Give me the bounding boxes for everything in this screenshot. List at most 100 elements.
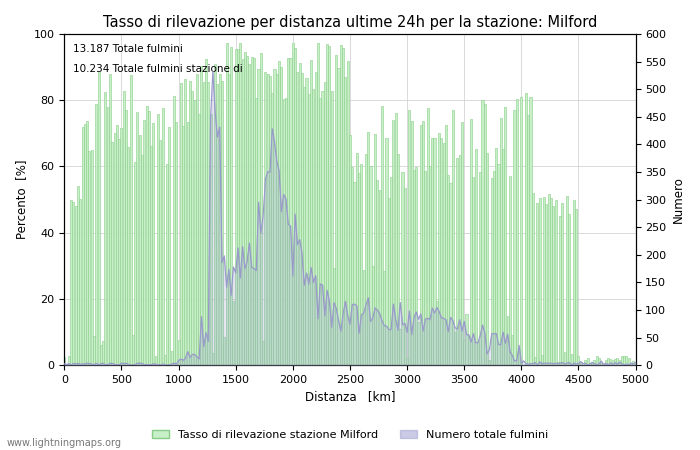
Bar [301,73,303,365]
Bar [303,87,305,365]
Bar [447,175,449,365]
Bar [223,337,225,365]
Bar [319,98,321,365]
Bar [435,301,438,365]
Bar [406,358,408,365]
Bar [360,164,363,365]
Bar [230,48,232,365]
Bar [390,177,392,365]
Bar [368,131,369,365]
Bar [466,314,468,365]
Bar [278,61,280,365]
Bar [491,178,493,365]
Bar [308,94,310,365]
Bar [79,199,81,365]
Bar [559,216,561,365]
Bar [136,112,139,365]
Bar [411,122,413,365]
Bar [258,69,260,365]
Bar [603,363,605,365]
Bar [84,124,86,365]
Bar [594,360,596,365]
Bar [482,99,484,365]
Bar [402,172,403,365]
Bar [267,74,269,365]
Bar [541,355,543,365]
Bar [209,114,211,365]
Bar [86,121,88,365]
Bar [520,98,522,365]
Text: www.lightningmaps.org: www.lightningmaps.org [7,438,122,448]
Bar [534,357,536,365]
Bar [388,198,390,365]
Bar [621,356,623,365]
Bar [502,149,504,365]
Bar [116,125,118,365]
Bar [251,58,253,365]
Bar [294,48,296,365]
Bar [200,67,202,365]
Bar [424,171,426,365]
Bar [635,362,636,365]
Bar [370,166,372,365]
Bar [354,182,356,365]
Bar [118,139,120,365]
Bar [248,64,251,365]
Bar [408,110,410,365]
Bar [342,48,344,365]
Bar [125,110,127,365]
Bar [127,147,130,365]
Bar [449,183,452,365]
Bar [173,96,175,365]
Bar [538,198,540,365]
Bar [310,60,312,365]
Bar [153,123,155,365]
Bar [564,352,566,365]
Bar [458,155,461,365]
Bar [340,45,342,365]
Bar [91,149,92,365]
Bar [404,188,406,365]
Bar [463,340,466,365]
Bar [351,167,354,365]
Bar [162,108,164,365]
Bar [484,104,486,365]
Bar [429,166,431,365]
Bar [623,356,625,365]
Bar [477,342,479,365]
Bar [422,122,424,365]
Bar [216,84,218,365]
Bar [75,206,77,365]
Bar [543,198,545,365]
Bar [113,133,116,365]
Bar [324,82,326,365]
X-axis label: Distanza   [km]: Distanza [km] [304,391,395,404]
Bar [120,128,122,365]
Bar [431,138,433,365]
Bar [532,193,534,365]
Bar [356,153,358,365]
Bar [95,104,97,365]
Bar [253,58,255,365]
Bar [392,120,394,365]
Bar [164,355,166,365]
Bar [578,356,580,365]
Bar [550,198,552,365]
Bar [616,358,618,365]
Bar [486,153,488,365]
Bar [516,99,518,365]
Bar [81,126,83,365]
Bar [587,358,589,365]
Bar [144,120,146,365]
Bar [442,144,444,365]
Bar [305,78,307,365]
Bar [207,82,209,365]
Bar [495,148,497,365]
Bar [93,336,95,365]
Bar [228,74,230,365]
Bar [63,357,65,365]
Bar [196,74,198,365]
Bar [148,111,150,365]
Bar [399,329,401,365]
Bar [328,46,330,365]
